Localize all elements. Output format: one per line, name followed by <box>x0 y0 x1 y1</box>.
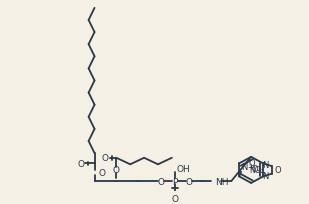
Text: O: O <box>158 177 164 186</box>
Text: OH: OH <box>177 165 191 174</box>
Text: O: O <box>171 194 178 203</box>
Text: O: O <box>249 158 255 167</box>
Text: P: P <box>172 177 177 186</box>
Text: O: O <box>99 168 105 177</box>
Text: O: O <box>252 165 258 174</box>
Text: O: O <box>77 159 84 168</box>
Text: N: N <box>263 160 269 169</box>
Text: -: - <box>256 166 259 175</box>
Text: O: O <box>113 166 120 175</box>
Text: O: O <box>102 154 109 162</box>
Text: +: + <box>247 162 253 171</box>
Text: N: N <box>241 162 247 171</box>
Text: NH: NH <box>215 177 229 186</box>
Text: O: O <box>185 177 192 186</box>
Text: N: N <box>263 171 269 180</box>
Text: O: O <box>275 166 281 175</box>
Text: NO₂: NO₂ <box>249 166 264 175</box>
